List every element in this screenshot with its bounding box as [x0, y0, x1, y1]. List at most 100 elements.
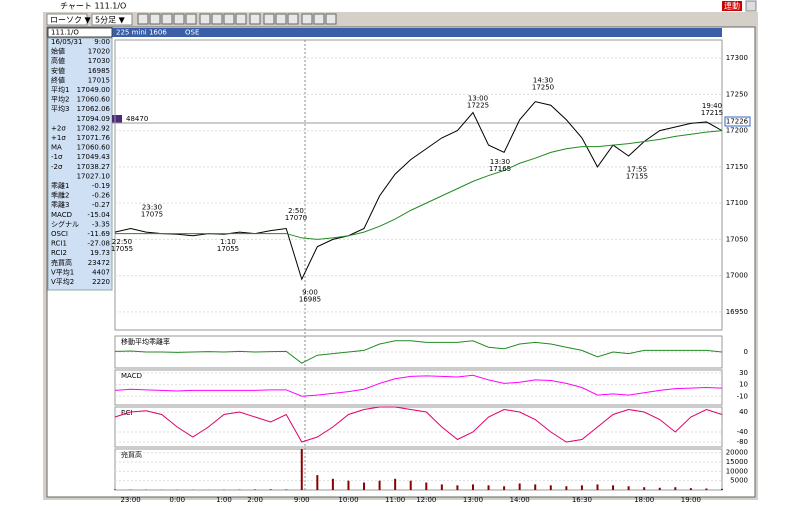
info-value: 17082.92	[77, 124, 110, 132]
y-tick-label: -10	[737, 392, 748, 400]
info-value: 17049.00	[77, 86, 110, 94]
info-label: RCI1	[51, 240, 67, 248]
info-value: -15.04	[87, 211, 110, 219]
annotation-price: 17055	[111, 245, 133, 253]
volume-bar	[472, 484, 474, 490]
info-label: -2σ	[51, 163, 63, 171]
info-value: -0.26	[92, 192, 111, 200]
tool-button[interactable]	[200, 14, 210, 24]
panel-title: 移動平均乖離率	[121, 337, 170, 346]
tool-button[interactable]	[212, 14, 222, 24]
tool-button[interactable]	[288, 14, 298, 24]
info-value: -27.08	[87, 240, 110, 248]
header-name: 225 mini 1606	[116, 29, 167, 37]
volume-bar	[363, 483, 365, 490]
tool-button[interactable]	[302, 14, 312, 24]
volume-bar	[254, 489, 256, 490]
y-tick-label: 10	[739, 381, 748, 389]
info-value: 19.73	[90, 249, 110, 257]
info-label: シグナル	[51, 219, 79, 228]
tool-button[interactable]	[186, 14, 196, 24]
info-label: +1σ	[51, 134, 66, 142]
tool-button[interactable]	[174, 14, 184, 24]
y-tick-label: 0	[744, 348, 748, 356]
info-value: -3.35	[92, 220, 110, 228]
annotation-price: 17055	[217, 245, 239, 253]
volume-bar	[628, 486, 630, 490]
info-value: 17062.06	[77, 105, 111, 113]
x-tick-label: 23:00	[120, 496, 140, 504]
title-bar	[43, 0, 758, 12]
x-tick-label: 16:30	[572, 496, 592, 504]
volume-bar	[519, 483, 521, 490]
annotation-price: 17165	[489, 165, 511, 173]
volume-bar	[721, 489, 723, 490]
info-value: 17049.43	[77, 153, 110, 161]
volume-bar	[674, 487, 676, 490]
tool-button[interactable]	[264, 14, 274, 24]
info-label: V平均2	[51, 277, 74, 286]
info-value: 17094.09	[77, 115, 110, 123]
tool-button[interactable]	[150, 14, 160, 24]
info-value: -11.69	[87, 230, 110, 238]
volume-bar	[425, 483, 427, 490]
annotation-price: 17225	[467, 102, 489, 110]
info-value: 17030	[88, 57, 110, 65]
info-label: OSCI	[51, 230, 68, 238]
tool-button[interactable]	[236, 14, 246, 24]
info-value: 2220	[92, 278, 110, 286]
tool-button[interactable]	[162, 14, 172, 24]
y-tick-label: 16950	[726, 308, 748, 316]
info-label: V平均1	[51, 267, 74, 276]
info-value: 16985	[88, 67, 110, 75]
info-label: RCI2	[51, 249, 67, 257]
annotation-price: 17075	[141, 210, 163, 218]
volume-bar	[332, 479, 334, 490]
annotation-price: 17250	[532, 83, 554, 91]
info-value: 17027.10	[77, 172, 110, 180]
volume-bar	[596, 484, 598, 490]
tool-button[interactable]	[138, 14, 148, 24]
y-tick-label: -40	[737, 428, 748, 436]
volume-bar	[659, 488, 661, 490]
y-tick-label: 15000	[726, 458, 748, 466]
tool-button[interactable]	[276, 14, 286, 24]
volume-bar	[643, 487, 645, 490]
right-marker-label: 17226	[726, 118, 749, 126]
window-title: チャート 111.1/O	[60, 2, 126, 11]
tool-button[interactable]	[250, 14, 260, 24]
close-button[interactable]	[746, 1, 756, 11]
volume-bar	[114, 489, 116, 490]
info-label: MA	[51, 144, 62, 152]
info-label: +2σ	[51, 124, 66, 132]
info-label: 平均3	[51, 104, 69, 113]
info-value: 17038.27	[77, 163, 110, 171]
symbol: 111.1/O	[51, 29, 79, 37]
volume-bar	[410, 481, 412, 490]
tool-button[interactable]	[326, 14, 336, 24]
panel-title: 売買高	[121, 450, 142, 459]
info-value: 9:00	[94, 38, 110, 46]
tool-button[interactable]	[224, 14, 234, 24]
volume-bar	[534, 484, 536, 490]
tool-button[interactable]	[314, 14, 324, 24]
info-value: -0.27	[92, 201, 110, 209]
info-label: 乖離3	[51, 200, 69, 209]
x-tick-label: 14:00	[510, 496, 530, 504]
y-tick-label: 17200	[726, 127, 748, 135]
volume-bar	[441, 484, 443, 490]
annotation-price: 17155	[626, 172, 648, 180]
x-tick-label: 1:00	[216, 496, 232, 504]
y-tick-label: 17000	[726, 272, 748, 280]
sync-label: 連動	[724, 1, 740, 11]
y-tick-label: 40	[739, 408, 748, 416]
annotation-price: 17070	[285, 214, 307, 222]
x-tick-label: 12:00	[416, 496, 436, 504]
y-tick-label: 17250	[726, 90, 748, 98]
x-tick-label: 19:00	[681, 496, 701, 504]
volume-bar	[503, 486, 505, 490]
volume-bar	[690, 488, 692, 490]
info-label: -1σ	[51, 153, 63, 161]
info-label: MACD	[51, 211, 72, 219]
info-value: -0.19	[92, 182, 110, 190]
